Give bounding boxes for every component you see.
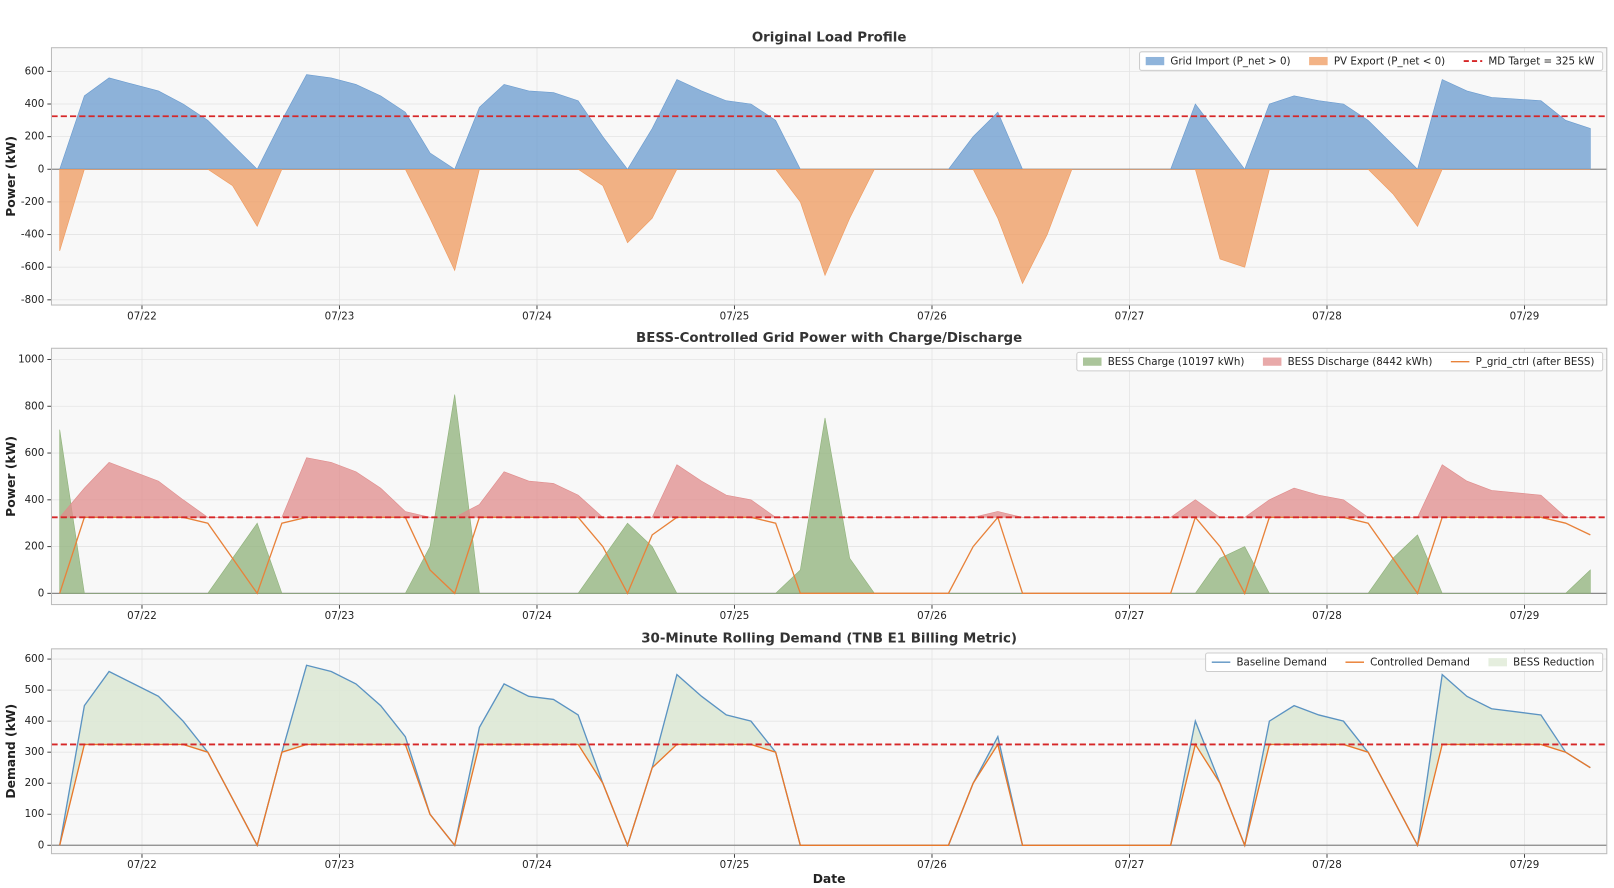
y-axis-label: Power (kW) bbox=[4, 436, 18, 517]
y-tick-label: 600 bbox=[25, 447, 45, 459]
y-tick-label: 200 bbox=[25, 777, 45, 789]
x-tick-label: 07/23 bbox=[325, 859, 355, 871]
y-tick-label: -200 bbox=[21, 196, 44, 208]
legend-label: PV Export (P_net < 0) bbox=[1334, 56, 1445, 68]
legend-box bbox=[1076, 351, 1604, 372]
plot-frame bbox=[50, 47, 1608, 306]
x-tick-label: 07/26 bbox=[917, 859, 947, 871]
legend-box bbox=[1205, 652, 1604, 672]
y-tick-label: 400 bbox=[25, 715, 45, 727]
area bbox=[59, 168, 1591, 285]
area bbox=[59, 457, 1591, 518]
x-tick-label: 07/29 bbox=[1510, 859, 1540, 871]
y-tick-label: 300 bbox=[25, 746, 45, 758]
legend: Grid Import (P_net > 0) PV Export (P_net … bbox=[1139, 51, 1604, 71]
legend-label: BESS Discharge (8442 kWh) bbox=[1288, 356, 1433, 368]
x-tick-label: 07/22 bbox=[127, 859, 157, 871]
x-tick-label: 07/24 bbox=[522, 610, 552, 622]
legend-swatch bbox=[1262, 357, 1282, 366]
y-axis-label: Power (kW) bbox=[4, 136, 18, 217]
x-tick-label: 07/29 bbox=[1510, 610, 1540, 622]
x-tick-label: 07/27 bbox=[1115, 310, 1145, 322]
legend-label: MD Target = 325 kW bbox=[1488, 56, 1594, 68]
x-tick-label: 07/23 bbox=[325, 310, 355, 322]
y-tick-label: 600 bbox=[25, 65, 45, 77]
plot-frame bbox=[50, 347, 1608, 606]
x-tick-label: 07/28 bbox=[1312, 310, 1342, 322]
y-tick-label: 800 bbox=[25, 400, 45, 412]
legend-swatch bbox=[1488, 658, 1507, 667]
legend: Baseline Demand Controlled Demand BESS Red… bbox=[1205, 652, 1604, 672]
legend-label: Baseline Demand bbox=[1236, 657, 1326, 669]
chart-title: 30-Minute Rolling Demand (TNB E1 Billing… bbox=[641, 632, 1017, 647]
x-tick-label: 07/25 bbox=[720, 610, 750, 622]
x-tick-label: 07/27 bbox=[1115, 610, 1145, 622]
legend-label: P_grid_ctrl (after BESS) bbox=[1476, 356, 1595, 368]
x-tick-label: 07/28 bbox=[1312, 859, 1342, 871]
x-tick-label: 07/29 bbox=[1510, 310, 1540, 322]
legend-label: BESS Reduction bbox=[1513, 657, 1594, 669]
y-tick-label: -800 bbox=[21, 294, 44, 306]
legend-label: Grid Import (P_net > 0) bbox=[1170, 56, 1290, 68]
x-tick-label: 07/24 bbox=[522, 859, 552, 871]
y-tick-label: -600 bbox=[21, 261, 44, 273]
y-tick-label: 400 bbox=[25, 98, 45, 110]
x-tick-label: 07/26 bbox=[917, 610, 947, 622]
plot-area bbox=[51, 348, 1607, 605]
x-tick-label: 07/23 bbox=[325, 610, 355, 622]
plot-frame bbox=[50, 648, 1608, 855]
area bbox=[59, 394, 1591, 594]
legend-swatch bbox=[1309, 56, 1328, 66]
x-tick-label: 07/24 bbox=[522, 310, 552, 322]
legend-swatch bbox=[1145, 56, 1165, 66]
x-tick-label: 07/26 bbox=[917, 310, 947, 322]
y-tick-label: 0 bbox=[38, 839, 45, 851]
x-tick-label: 07/22 bbox=[127, 310, 157, 322]
plot-area bbox=[51, 648, 1607, 854]
legend: BESS Charge (10197 kWh) BESS Discharge (8… bbox=[1076, 351, 1604, 372]
y-tick-label: 100 bbox=[25, 808, 45, 820]
y-tick-label: 1000 bbox=[18, 353, 44, 365]
y-tick-label: 400 bbox=[25, 494, 45, 506]
x-tick-label: 07/28 bbox=[1312, 610, 1342, 622]
x-tick-label: 07/25 bbox=[720, 310, 750, 322]
legend-box bbox=[1139, 51, 1604, 71]
chart-title: BESS-Controlled Grid Power with Charge/D… bbox=[636, 331, 1022, 346]
y-tick-label: 200 bbox=[25, 541, 45, 553]
y-tick-label: 200 bbox=[25, 131, 45, 143]
legend-swatch bbox=[1082, 357, 1102, 366]
y-tick-label: 600 bbox=[25, 653, 45, 665]
y-tick-label: 0 bbox=[38, 163, 45, 175]
plot-area bbox=[51, 47, 1607, 306]
x-tick-label: 07/22 bbox=[127, 610, 157, 622]
y-tick-label: 0 bbox=[38, 587, 45, 599]
x-axis-label: Date bbox=[813, 872, 846, 886]
y-tick-label: -400 bbox=[21, 229, 44, 241]
y-tick-label: 500 bbox=[25, 684, 45, 696]
x-tick-label: 07/27 bbox=[1115, 859, 1145, 871]
x-tick-label: 07/25 bbox=[720, 859, 750, 871]
legend-label: BESS Charge (10197 kWh) bbox=[1108, 356, 1245, 368]
chart-title: Original Load Profile bbox=[752, 30, 907, 45]
legend-label: Controlled Demand bbox=[1370, 657, 1470, 669]
y-axis-label: Demand (kW) bbox=[4, 704, 18, 799]
